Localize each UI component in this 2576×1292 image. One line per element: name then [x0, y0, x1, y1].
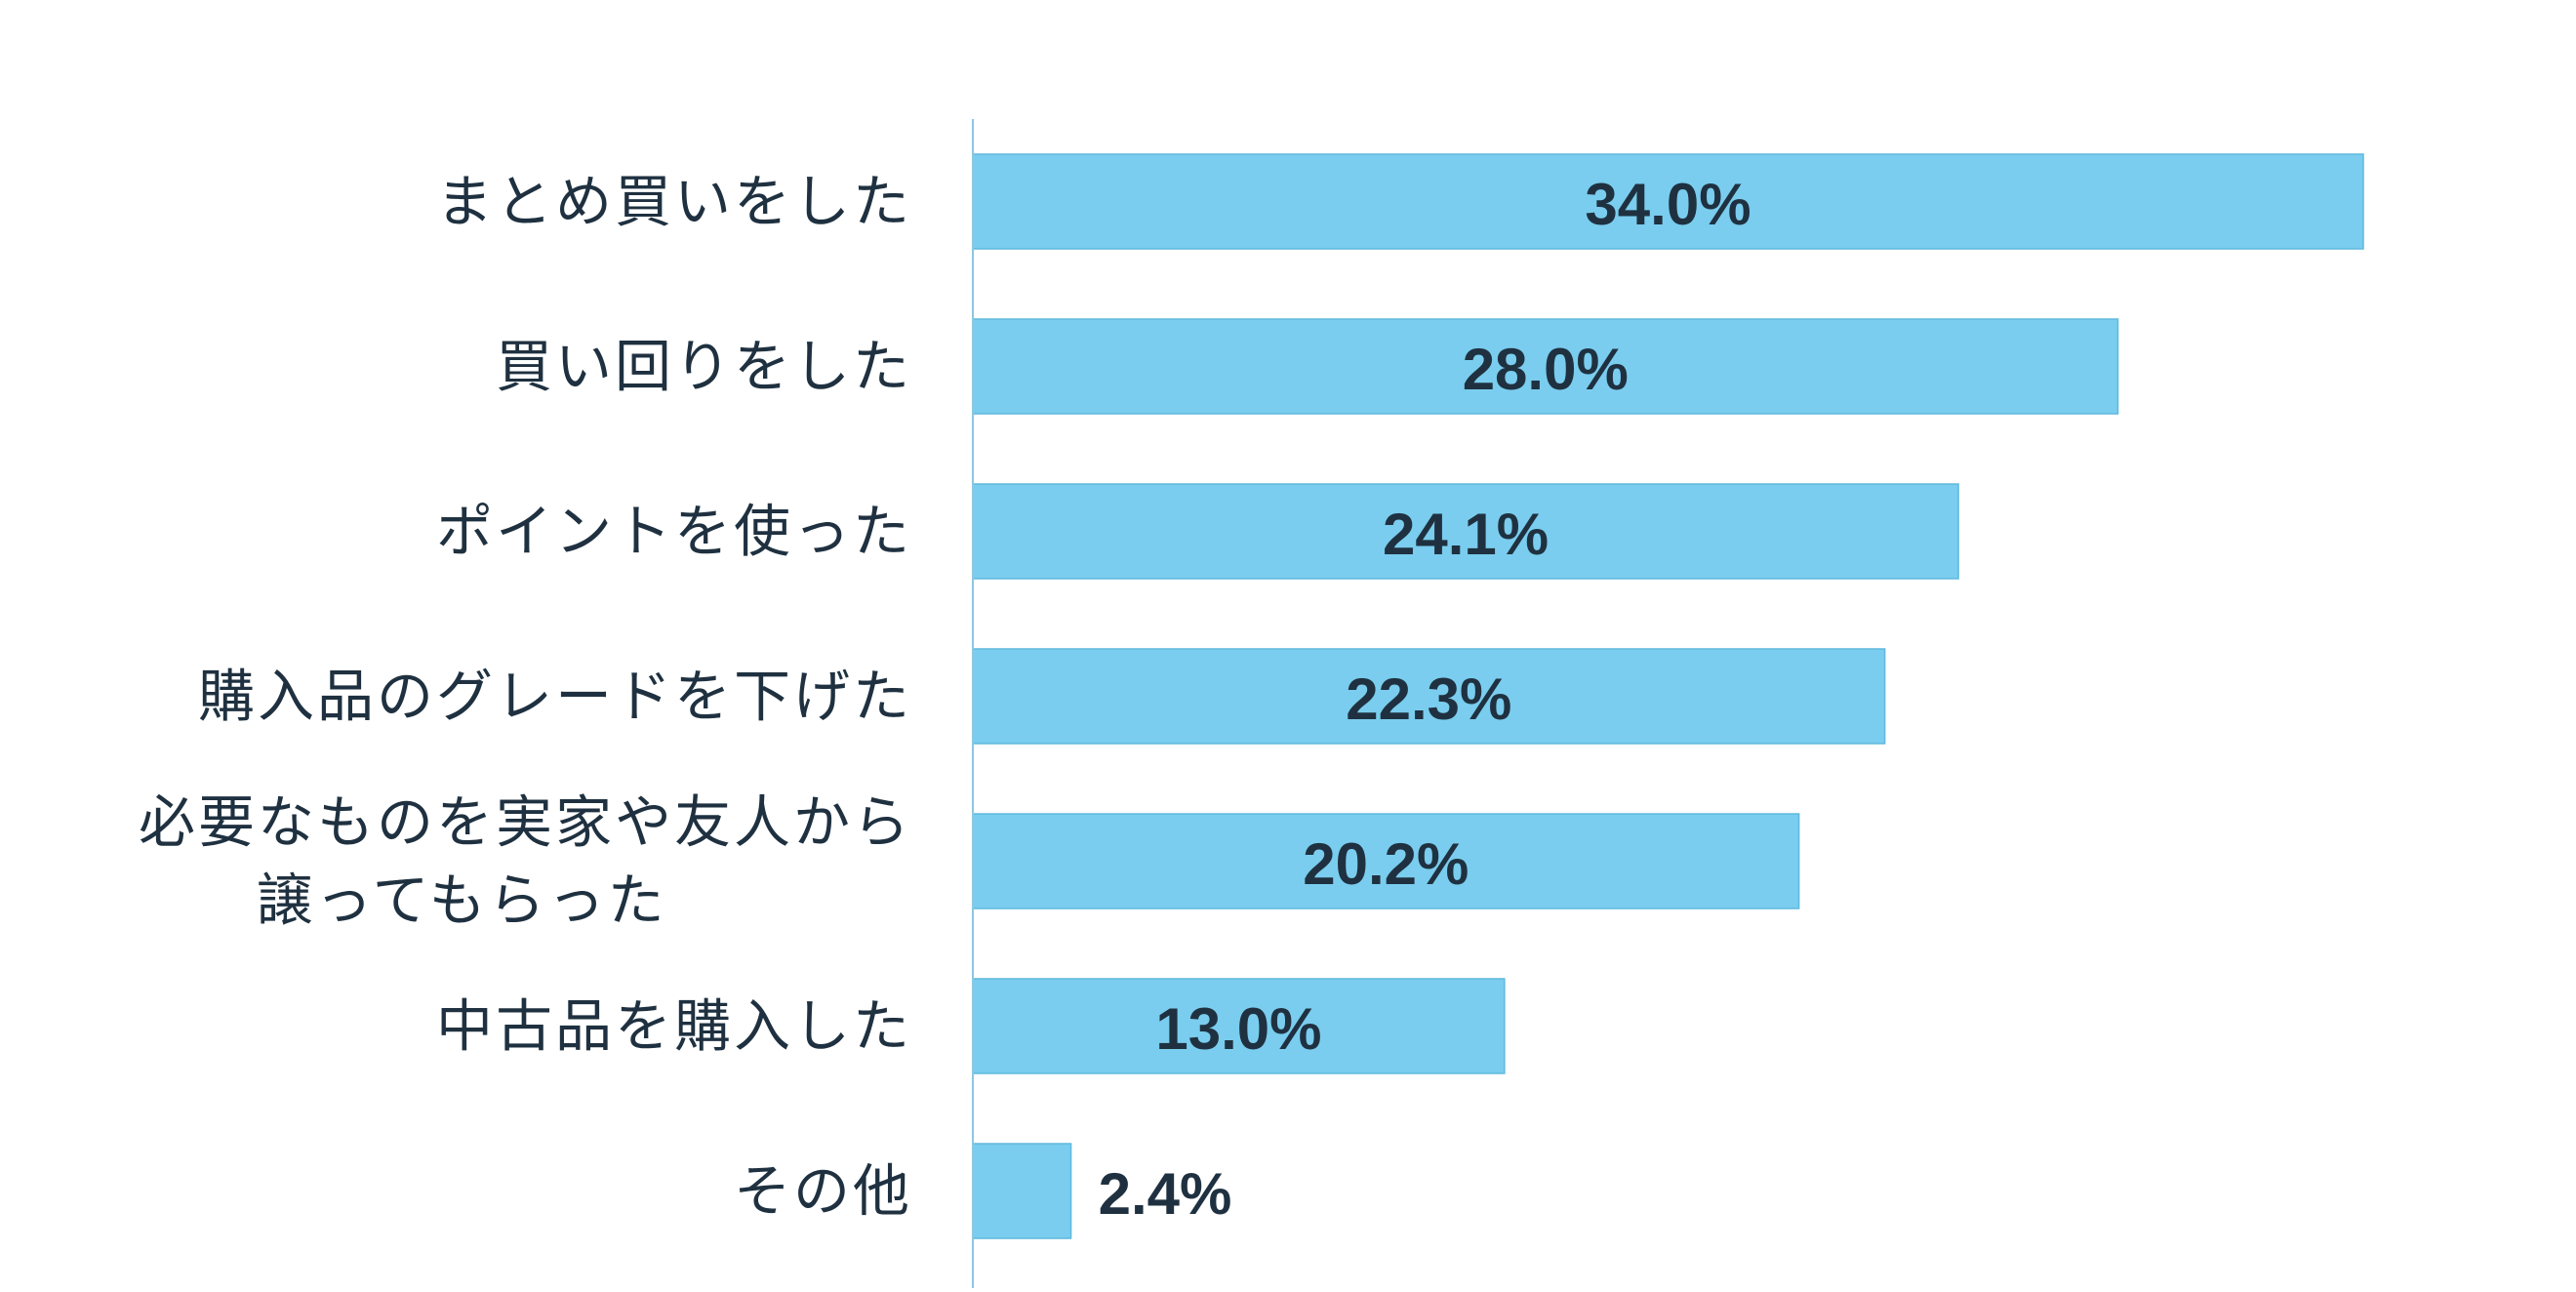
data-label: 13.0% — [1155, 996, 1321, 1062]
bar — [972, 153, 2364, 250]
data-label: 28.0% — [1463, 337, 1629, 402]
data-label: 2.4% — [1099, 1161, 1232, 1227]
tick-label: 買い回りをした — [496, 334, 912, 400]
bar — [972, 648, 1886, 745]
bars-layer — [972, 153, 2364, 1239]
data-label: 22.3% — [1346, 666, 1511, 732]
tick-label: 中古品を購入した — [436, 993, 912, 1060]
data-label: 24.1% — [1383, 502, 1549, 567]
bar — [972, 978, 1506, 1074]
data-label: 20.2% — [1303, 831, 1469, 897]
category-labels: まとめ買いをした買い回りをしたポイントを使った購入品のグレードを下げた必要なもの… — [139, 169, 912, 1225]
bar — [972, 483, 1959, 580]
tick-label: その他 — [734, 1158, 912, 1225]
tick-label: まとめ買いをした — [436, 169, 912, 235]
tick-label: ポイントを使った — [436, 499, 912, 565]
tick-label: 譲ってもらった — [256, 868, 666, 934]
bar — [972, 813, 1800, 909]
bar — [972, 1143, 1072, 1239]
tick-label: 必要なものを実家や友人から — [139, 789, 912, 856]
tick-label: 購入品のグレードを下げた — [198, 664, 912, 730]
data-label: 34.0% — [1585, 172, 1751, 237]
value-labels: 34.0% 28.0% 24.1% 22.3% 20.2% 13.0% 2.4% — [1099, 172, 1751, 1227]
bar — [972, 318, 2119, 415]
